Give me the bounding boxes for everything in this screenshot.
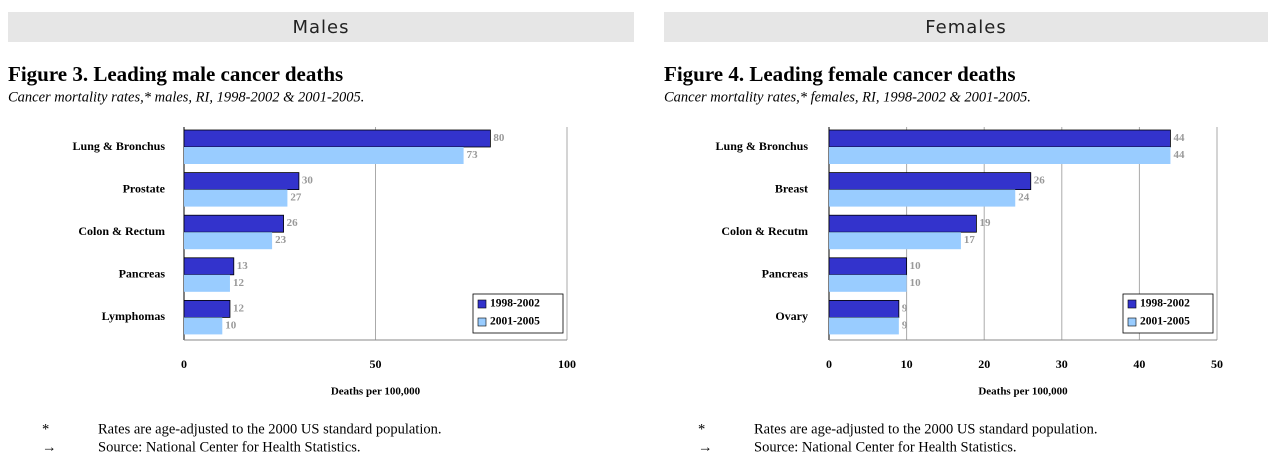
x-tick-label: 40 — [1133, 357, 1145, 371]
bar — [829, 232, 961, 250]
legend-swatch — [477, 317, 487, 327]
x-axis-label: Deaths per 100,000 — [978, 386, 1068, 398]
section-header-bg — [8, 12, 634, 42]
value-label: 23 — [275, 234, 287, 246]
legend-label: 2001-2005 — [490, 316, 540, 328]
bar — [828, 214, 977, 233]
bar — [184, 317, 223, 335]
bar — [183, 299, 231, 318]
category-label: Colon & Recutm — [721, 224, 808, 238]
bar — [183, 129, 491, 148]
value-label: 10 — [910, 277, 922, 289]
footnote-symbol: → — [42, 439, 57, 455]
footnote-text: Source: National Center for Health Stati… — [754, 439, 1017, 455]
category-label: Ovary — [775, 309, 808, 323]
footnote-symbol: * — [698, 421, 705, 437]
bar — [829, 189, 1016, 207]
value-label: 27 — [290, 192, 302, 204]
bar — [184, 189, 288, 207]
legend-box — [1122, 293, 1214, 334]
category-label: Breast — [775, 181, 808, 195]
section-header: Females — [925, 17, 1006, 38]
bar — [183, 172, 300, 191]
legend-label: 1998-2002 — [490, 298, 540, 310]
category-label: Lymphomas — [102, 309, 166, 323]
x-tick-label: 100 — [558, 357, 576, 371]
value-label: 26 — [287, 217, 299, 229]
bar — [183, 214, 284, 233]
bar — [183, 257, 235, 276]
bar — [184, 232, 273, 250]
value-label: 9 — [902, 302, 908, 314]
legend-label: 2001-2005 — [1140, 316, 1190, 328]
footnote-text: Source: National Center for Health Stati… — [98, 439, 361, 455]
x-tick-label: 30 — [1056, 357, 1068, 371]
value-label: 10 — [910, 260, 922, 272]
legend-box — [472, 293, 564, 334]
value-label: 24 — [1018, 192, 1030, 204]
bar — [829, 147, 1171, 164]
value-label: 17 — [964, 234, 976, 246]
bar — [184, 147, 464, 164]
value-label: 12 — [233, 302, 245, 314]
category-label: Pancreas — [119, 267, 166, 281]
figure-subtitle: Cancer mortality rates,* females, RI, 19… — [664, 89, 1031, 105]
section-header: Males — [292, 17, 349, 38]
bar — [184, 274, 230, 292]
value-label: 12 — [233, 277, 245, 289]
legend-label: 1998-2002 — [1140, 298, 1190, 310]
category-label: Prostate — [123, 181, 166, 195]
figure-subtitle: Cancer mortality rates,* males, RI, 1998… — [8, 89, 364, 105]
bar — [828, 299, 900, 318]
category-label: Colon & Rectum — [78, 224, 165, 238]
bar — [828, 257, 907, 276]
x-tick-label: 20 — [978, 357, 990, 371]
value-label: 19 — [979, 217, 991, 229]
x-axis-label: Deaths per 100,000 — [331, 386, 421, 398]
legend-swatch — [477, 299, 487, 309]
footnote-symbol: → — [698, 439, 713, 455]
value-label: 9 — [902, 319, 908, 331]
figure-title: Figure 4. Leading female cancer deaths — [664, 62, 1016, 86]
legend-swatch — [1127, 317, 1137, 327]
category-label: Lung & Bronchus — [716, 139, 809, 153]
section-header-bg — [664, 12, 1268, 42]
figure-title: Figure 3. Leading male cancer deaths — [8, 62, 343, 86]
x-tick-label: 50 — [1211, 357, 1223, 371]
category-label: Lung & Bronchus — [73, 139, 166, 153]
x-tick-label: 10 — [901, 357, 913, 371]
value-label: 26 — [1034, 175, 1046, 187]
value-label: 30 — [302, 175, 314, 187]
bar — [829, 317, 899, 335]
x-tick-label: 0 — [826, 357, 832, 371]
category-label: Pancreas — [762, 267, 809, 281]
x-tick-label: 50 — [370, 357, 382, 371]
footnote-symbol: * — [42, 421, 49, 437]
bar — [828, 129, 1171, 148]
value-label: 13 — [237, 260, 249, 272]
x-tick-label: 0 — [181, 357, 187, 371]
value-label: 44 — [1173, 149, 1185, 161]
value-label: 73 — [467, 149, 479, 161]
value-label: 80 — [493, 132, 505, 144]
bar — [829, 274, 907, 292]
footnote-text: Rates are age-adjusted to the 2000 US st… — [754, 421, 1097, 437]
footnote-text: Rates are age-adjusted to the 2000 US st… — [98, 421, 441, 437]
value-label: 44 — [1173, 132, 1185, 144]
bar — [828, 172, 1032, 191]
value-label: 10 — [225, 319, 237, 331]
legend-swatch — [1127, 299, 1137, 309]
